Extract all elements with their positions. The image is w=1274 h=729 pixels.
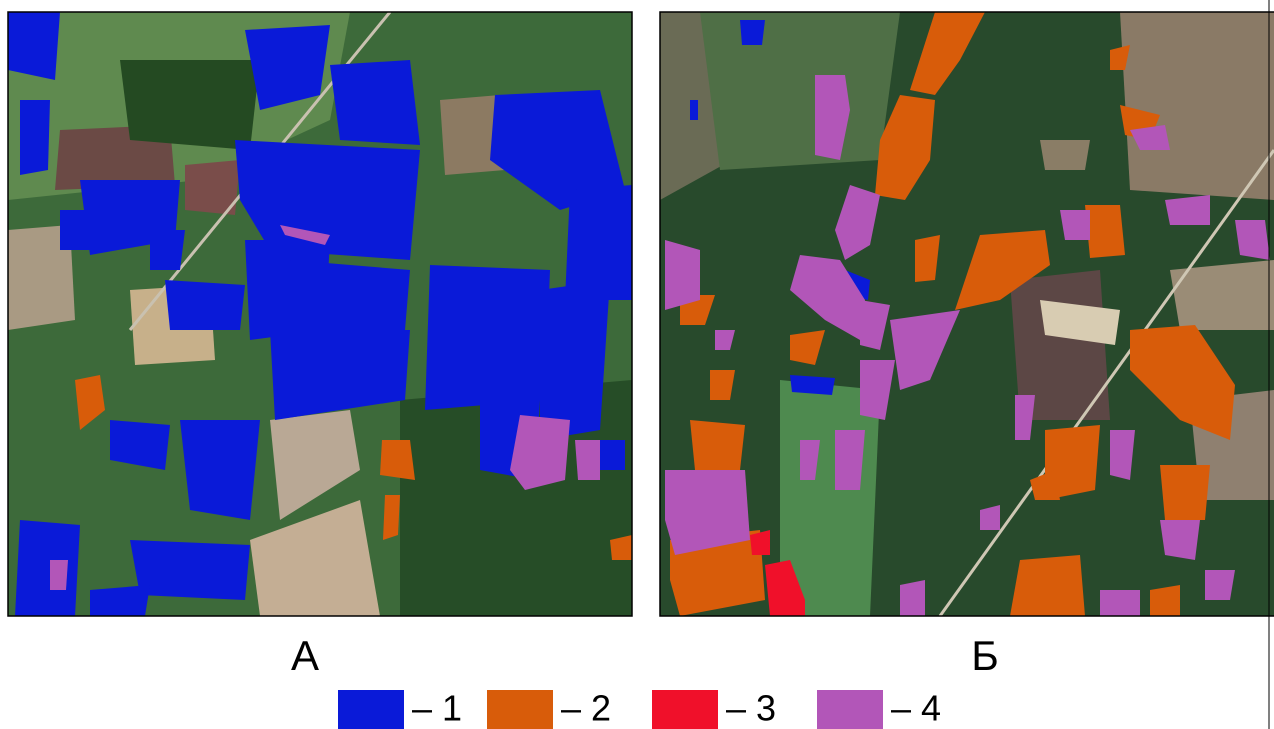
class-patch — [740, 20, 765, 45]
class-patch — [425, 265, 550, 410]
class-patch — [330, 60, 420, 145]
class-patch — [690, 420, 745, 470]
class-patch — [1100, 590, 1140, 616]
figure: А Б – 1 – 2 – 3 – 4 — [0, 0, 1274, 729]
legend-swatch — [487, 690, 553, 729]
class-patch — [1150, 585, 1180, 616]
class-patch — [150, 230, 185, 270]
legend-label: – 1 — [412, 688, 462, 729]
class-patch — [383, 495, 400, 540]
class-patch — [690, 100, 698, 120]
class-patch — [50, 560, 68, 590]
class-patch — [835, 430, 865, 490]
class-patch — [1160, 465, 1210, 520]
class-patch — [180, 420, 260, 520]
class-patch — [1010, 555, 1085, 616]
class-patch — [380, 440, 415, 480]
class-patch — [165, 280, 245, 330]
class-patch — [510, 415, 570, 490]
class-patch — [665, 470, 750, 555]
legend: – 1 – 2 – 3 – 4 — [338, 688, 941, 729]
map-panel-b — [660, 12, 1274, 616]
legend-swatch — [817, 690, 883, 729]
class-patch — [8, 12, 60, 80]
class-patch — [290, 260, 410, 330]
class-patch — [665, 240, 700, 310]
class-patch — [575, 440, 600, 480]
class-patch — [1235, 220, 1270, 260]
class-patch — [15, 520, 80, 616]
panel-label: Б — [971, 632, 999, 679]
class-patch — [1165, 195, 1210, 225]
class-patch — [20, 100, 50, 175]
class-patch — [540, 280, 610, 440]
class-patch — [600, 440, 625, 470]
class-patch — [1060, 210, 1090, 240]
class-patch — [790, 375, 835, 395]
class-patch — [60, 210, 95, 250]
class-patch — [1205, 570, 1235, 600]
legend-label: – 4 — [891, 688, 941, 729]
class-patch — [1085, 205, 1125, 258]
panel-label: А — [291, 632, 319, 679]
class-patch — [1160, 520, 1200, 560]
legend-label: – 2 — [561, 688, 611, 729]
class-patch — [90, 585, 150, 616]
class-patch — [900, 580, 925, 616]
legend-swatch — [652, 690, 718, 729]
map-panel-a — [8, 12, 632, 616]
legend-swatch — [338, 690, 404, 729]
legend-label: – 3 — [726, 688, 776, 729]
